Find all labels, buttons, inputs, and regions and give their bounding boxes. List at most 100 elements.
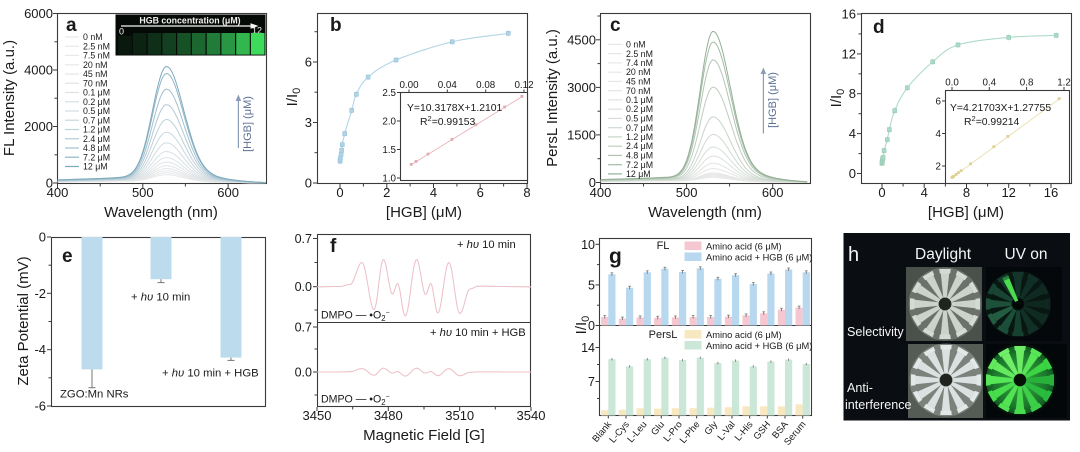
svg-text:0: 0: [46, 176, 53, 191]
svg-text:7.4 nM: 7.4 nM: [626, 58, 653, 68]
svg-text:0.7 μM: 0.7 μM: [626, 123, 653, 133]
svg-text:4500: 4500: [567, 32, 596, 47]
svg-text:12: 12: [1001, 185, 1015, 200]
svg-text:3450: 3450: [303, 408, 332, 423]
svg-text:0.1 μM: 0.1 μM: [83, 88, 110, 98]
svg-text:1.0: 1.0: [382, 174, 396, 185]
svg-text:f: f: [330, 236, 337, 257]
svg-text:h: h: [848, 244, 859, 266]
svg-text:[HGB] (μM): [HGB] (μM): [386, 204, 462, 221]
svg-text:16: 16: [842, 7, 856, 22]
svg-text:0.5 μM: 0.5 μM: [626, 114, 653, 124]
svg-text:0.1 μM: 0.1 μM: [626, 95, 653, 105]
svg-text:12: 12: [252, 26, 262, 36]
svg-text:Amino acid (6 μM): Amino acid (6 μM): [706, 330, 782, 340]
svg-text:1.5: 1.5: [382, 145, 396, 156]
svg-text:0.00: 0.00: [399, 80, 419, 91]
svg-text:0: 0: [878, 185, 885, 200]
svg-text:500: 500: [676, 185, 698, 200]
svg-text:-4: -4: [34, 342, 46, 357]
svg-text:12: 12: [842, 46, 856, 61]
svg-text:12 μM: 12 μM: [83, 162, 108, 172]
svg-text:b: b: [330, 15, 342, 36]
svg-text:4: 4: [849, 126, 856, 141]
svg-text:1.2 μM: 1.2 μM: [626, 132, 653, 142]
svg-text:Magnetic Field [G]: Magnetic Field [G]: [363, 427, 485, 444]
svg-text:+ hυ 10 min: + hυ 10 min: [131, 292, 190, 304]
svg-text:c: c: [610, 15, 621, 36]
svg-text:4.8 μM: 4.8 μM: [83, 143, 110, 153]
svg-text:0: 0: [588, 319, 595, 333]
svg-text:4: 4: [921, 185, 928, 200]
svg-text:8: 8: [963, 185, 970, 200]
svg-text:1.2: 1.2: [1057, 78, 1071, 89]
svg-text:0 nM: 0 nM: [83, 32, 103, 42]
svg-text:PersL Intensity (a.u.): PersL Intensity (a.u.): [544, 29, 561, 167]
svg-text:600: 600: [217, 185, 239, 200]
svg-text:Y=10.3178X+1.2101: Y=10.3178X+1.2101: [407, 103, 503, 114]
svg-text:400: 400: [47, 185, 69, 200]
svg-text:1500: 1500: [567, 127, 596, 142]
svg-text:4.8 μM: 4.8 μM: [626, 151, 653, 161]
svg-text:Amino acid + HGB (6 μM): Amino acid + HGB (6 μM): [706, 253, 812, 263]
svg-text:FL Intensity (a.u.): FL Intensity (a.u.): [1, 40, 18, 156]
svg-text:0: 0: [336, 185, 343, 200]
svg-text:2.4 μM: 2.4 μM: [83, 134, 110, 144]
svg-text:FL: FL: [657, 240, 670, 252]
svg-text:7.2 μM: 7.2 μM: [83, 152, 110, 162]
svg-text:0.7: 0.7: [295, 321, 312, 335]
svg-text:2.5 nM: 2.5 nM: [83, 41, 110, 51]
svg-text:0: 0: [119, 27, 124, 37]
svg-text:500: 500: [132, 185, 154, 200]
svg-text:7: 7: [588, 375, 595, 389]
svg-text:8: 8: [849, 86, 856, 101]
svg-text:0: 0: [305, 176, 312, 191]
svg-text:HGB concentration (μM): HGB concentration (μM): [139, 16, 240, 26]
svg-text:R2=0.99153: R2=0.99153: [420, 114, 476, 128]
svg-text:7.2 μM: 7.2 μM: [626, 160, 653, 170]
svg-text:0.0: 0.0: [295, 280, 312, 294]
svg-text:0.7 μM: 0.7 μM: [83, 115, 110, 125]
svg-text:ZGO:Mn NRs: ZGO:Mn NRs: [60, 389, 129, 401]
svg-text:+ hυ 10 min + HGB: + hυ 10 min + HGB: [430, 327, 526, 339]
svg-text:1.2 μM: 1.2 μM: [83, 125, 110, 135]
svg-text:20 nM: 20 nM: [83, 60, 107, 70]
svg-text:4: 4: [936, 129, 942, 140]
svg-text:20 nM: 20 nM: [626, 67, 650, 77]
svg-text:0.2 μM: 0.2 μM: [83, 97, 110, 107]
svg-text:70 nM: 70 nM: [626, 86, 650, 96]
svg-text:0.12: 0.12: [514, 80, 533, 91]
svg-text:0: 0: [589, 175, 596, 190]
svg-text:Daylight: Daylight: [915, 246, 972, 263]
svg-text:0.0: 0.0: [945, 78, 959, 89]
svg-text:0.4: 0.4: [982, 78, 996, 89]
svg-text:400: 400: [590, 185, 612, 200]
svg-text:Y=4.21703X+1.27755: Y=4.21703X+1.27755: [950, 103, 1051, 114]
svg-text:5: 5: [588, 278, 595, 292]
svg-text:Wavelength (nm): Wavelength (nm): [104, 204, 218, 221]
svg-text:0.04: 0.04: [438, 80, 458, 91]
svg-text:2.4 μM: 2.4 μM: [626, 141, 653, 151]
svg-text:interference: interference: [845, 398, 912, 412]
svg-text:a: a: [66, 15, 77, 36]
svg-text:Selectivity: Selectivity: [847, 325, 904, 339]
svg-text:0.7: 0.7: [295, 232, 312, 246]
svg-text:2000: 2000: [24, 119, 53, 134]
svg-text:DMPO — •O2−: DMPO — •O2−: [321, 310, 390, 323]
svg-text:4000: 4000: [24, 63, 53, 78]
svg-text:2.5 nM: 2.5 nM: [626, 49, 653, 59]
svg-text:0.0: 0.0: [295, 366, 312, 380]
svg-text:Zeta Potential (mV): Zeta Potential (mV): [15, 256, 32, 385]
svg-text:2: 2: [936, 162, 941, 173]
svg-text:0.2 μM: 0.2 μM: [626, 104, 653, 114]
svg-text:PersL: PersL: [649, 329, 678, 341]
svg-text:+ hυ 10 min: + hυ 10 min: [457, 239, 516, 251]
svg-text:0: 0: [849, 166, 856, 181]
svg-text:[HGB] (μM): [HGB] (μM): [242, 96, 254, 152]
svg-text:4: 4: [430, 185, 437, 200]
svg-text:6000: 6000: [24, 6, 53, 21]
svg-text:6: 6: [936, 97, 942, 108]
svg-text:16: 16: [1044, 185, 1058, 200]
svg-text:2.0: 2.0: [382, 117, 396, 128]
svg-text:0 nM: 0 nM: [626, 40, 646, 50]
